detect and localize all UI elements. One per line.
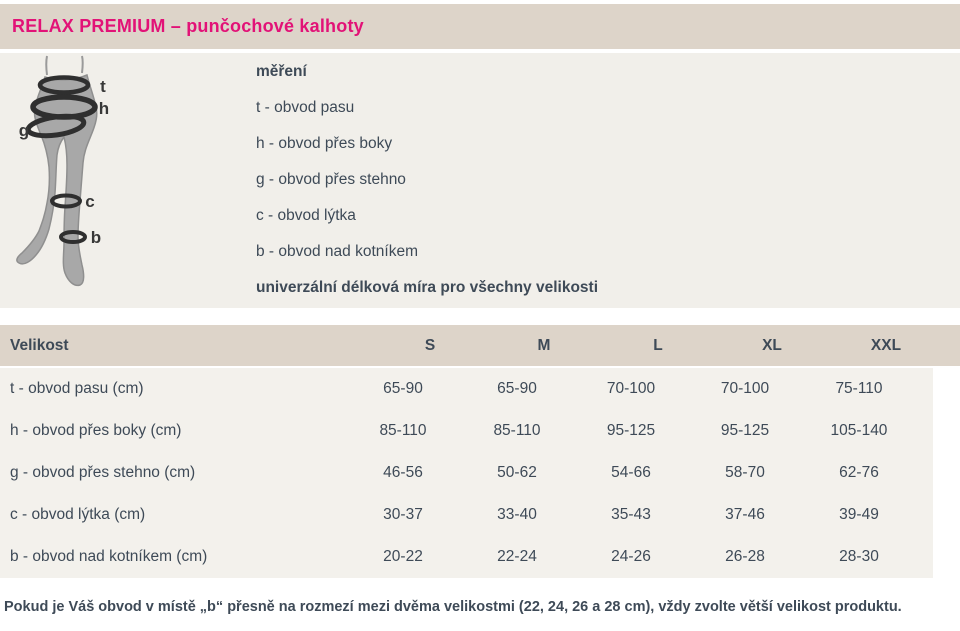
table-row: h - obvod přes boky (cm) 85-110 85-110 95-1…: [0, 410, 933, 452]
table-row: g - obvod přes stehno (cm) 46-56 50-62 54-6…: [0, 452, 933, 494]
diagram-label-h: h: [99, 99, 109, 118]
size-range-value: 54-66: [611, 464, 651, 481]
size-column-header: S: [424, 336, 436, 354]
size-range-value: 26-28: [725, 548, 765, 565]
table-row: c - obvod lýtka (cm) 30-37 33-40 35-43 37-46…: [0, 494, 933, 536]
legend-item: g - obvod přes stehno: [256, 171, 406, 188]
size-table-body: t - obvod pasu (cm) 65-90 65-90 70-100 70-10…: [0, 368, 933, 578]
size-range-value: 70-100: [720, 380, 770, 397]
size-column-header: XXL: [870, 336, 902, 354]
size-range-value: 65-90: [497, 380, 537, 397]
size-range-value: 24-26: [611, 548, 651, 565]
measurement-legend: měření t - obvod pasu h - obvod přes boky…: [256, 54, 598, 306]
measurement-section: t h g c b měření t - obvod pasu h - obvod…: [0, 53, 960, 308]
band-t-waist: [37, 75, 91, 95]
footer-note: Pokud je Váš obvod v místě „b“ přesně na…: [4, 599, 902, 615]
diagram-label-t: t: [100, 77, 106, 96]
size-range-value: 62-76: [839, 464, 879, 481]
band-b-ankle: [59, 230, 87, 244]
row-label: t - obvod pasu (cm): [10, 380, 144, 397]
size-range-value: 33-40: [497, 506, 537, 523]
table-row: b - obvod nad kotníkem (cm) 20-22 22-24 24-…: [0, 536, 933, 578]
size-range-value: 37-46: [725, 506, 765, 523]
diagram-label-c: c: [85, 192, 94, 211]
legend-item: b - obvod nad kotníkem: [256, 243, 418, 260]
size-column-header: M: [537, 336, 551, 354]
legend-items: t - obvod pasu h - obvod přes boky g - obv…: [256, 90, 598, 270]
size-range-value: 85-110: [493, 422, 541, 439]
row-label: g - obvod přes stehno (cm): [10, 464, 196, 481]
size-range-value: 65-90: [383, 380, 423, 397]
title-bar: RELAX PREMIUM – punčochové kalhoty: [0, 4, 960, 49]
row-label: h - obvod přes boky (cm): [10, 422, 182, 439]
diagram-label-g: g: [19, 121, 29, 140]
size-range-value: 95-125: [720, 422, 770, 439]
size-column-header: XL: [762, 336, 782, 354]
size-range-value: 105-140: [830, 422, 888, 439]
legend-heading: měření: [256, 63, 307, 80]
page-title: RELAX PREMIUM – punčochové kalhoty: [12, 16, 364, 36]
size-table-header-row: Velikost S M L XL XXL: [0, 325, 960, 366]
size-range-value: 46-56: [383, 464, 423, 481]
band-c-calf: [50, 193, 82, 209]
size-range-value: 30-37: [383, 506, 423, 523]
size-range-value: 22-24: [497, 548, 537, 565]
torso-line-left: [45, 55, 48, 76]
size-range-value: 28-30: [839, 548, 879, 565]
legend-item: t - obvod pasu: [256, 99, 355, 116]
table-row: t - obvod pasu (cm) 65-90 65-90 70-100 70-10…: [0, 368, 933, 410]
leg-measurement-diagram: t h g c b: [16, 55, 109, 287]
size-range-value: 70-100: [606, 380, 656, 397]
size-range-value: 50-62: [497, 464, 537, 481]
size-range-value: 95-125: [606, 422, 656, 439]
size-range-value: 75-110: [835, 380, 883, 397]
row-label: b - obvod nad kotníkem (cm): [10, 548, 208, 565]
size-range-value: 58-70: [725, 464, 765, 481]
diagram-label-b: b: [91, 228, 101, 247]
size-range-value: 20-22: [383, 548, 423, 565]
size-range-value: 35-43: [611, 506, 651, 523]
row-label: c - obvod lýtka (cm): [10, 506, 146, 523]
legend-universal-note: univerzální délková míra pro všechny vel…: [256, 279, 598, 296]
band-g-thigh: [25, 113, 87, 139]
legend-item: h - obvod přes boky: [256, 135, 393, 152]
torso-line-right: [81, 55, 84, 74]
size-range-value: 39-49: [839, 506, 879, 523]
size-column-header: L: [653, 336, 663, 354]
size-range-value: 85-110: [379, 422, 427, 439]
legend-item: c - obvod lýtka: [256, 207, 356, 224]
size-table-corner-header: Velikost: [10, 336, 69, 354]
legs-silhouette: [16, 73, 98, 287]
